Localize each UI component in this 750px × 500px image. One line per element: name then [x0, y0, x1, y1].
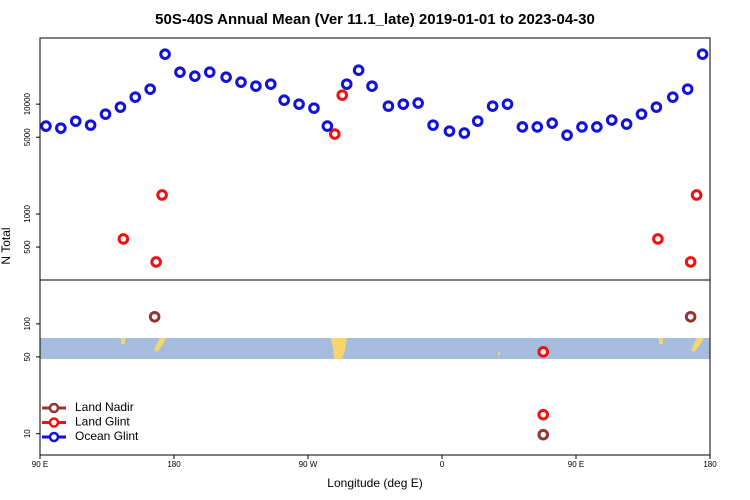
point — [114, 101, 127, 113]
point — [117, 233, 130, 245]
point — [537, 408, 550, 421]
x-tick-label: 0 — [440, 460, 445, 469]
point — [397, 98, 410, 110]
point — [203, 66, 216, 78]
point — [144, 83, 156, 95]
point — [329, 128, 341, 140]
point — [189, 70, 201, 82]
point — [340, 78, 353, 90]
y-tick-label: 5000 — [23, 128, 32, 146]
x-tick-label: 90 E — [568, 460, 584, 469]
point — [382, 100, 395, 112]
y-tick-label: 10 — [23, 429, 32, 438]
point — [531, 121, 544, 133]
point — [84, 119, 97, 131]
x-tick-label: 180 — [703, 460, 717, 469]
point — [652, 233, 664, 245]
point — [561, 129, 573, 141]
point — [650, 101, 663, 113]
point — [605, 114, 618, 126]
point — [684, 256, 697, 268]
y-tick-label: 1000 — [23, 205, 32, 223]
point — [352, 64, 365, 76]
point — [696, 48, 709, 60]
legend-marker — [48, 431, 60, 443]
point — [366, 80, 378, 92]
point — [471, 115, 484, 127]
point — [635, 108, 648, 120]
point — [174, 66, 186, 78]
point — [278, 94, 290, 107]
map-strip — [40, 338, 710, 359]
point — [264, 78, 277, 90]
point — [148, 310, 161, 323]
legend-label: Ocean Glint — [75, 429, 139, 443]
point — [427, 119, 439, 131]
y-tick-label: 10000 — [23, 92, 32, 115]
point — [576, 121, 588, 133]
point — [620, 118, 633, 130]
y-axis-label: N Total — [0, 227, 13, 264]
point — [129, 91, 142, 103]
legend-label: Land Glint — [75, 415, 130, 429]
point — [666, 91, 679, 103]
point — [150, 256, 162, 268]
point — [235, 76, 247, 88]
point — [443, 125, 456, 137]
y-tick-label: 100 — [23, 317, 32, 331]
point — [681, 83, 694, 95]
point — [220, 71, 232, 83]
legend-marker — [48, 402, 60, 414]
point — [537, 428, 550, 441]
point — [458, 127, 471, 139]
point — [293, 98, 305, 110]
x-tick-label: 90 E — [32, 460, 48, 469]
land-shapes — [121, 338, 704, 359]
point — [321, 120, 334, 132]
plot-frame — [39, 37, 711, 456]
point — [336, 89, 349, 101]
point — [690, 189, 703, 201]
point — [55, 122, 67, 134]
x-tick-label: 90 W — [299, 460, 318, 469]
point — [516, 121, 529, 133]
y-tick-label: 50 — [23, 352, 32, 361]
x-axis-label: Longitude (deg E) — [327, 476, 422, 490]
y-tick-label: 500 — [23, 240, 32, 254]
point — [591, 121, 603, 133]
x-tick-label: 180 — [167, 460, 181, 469]
point — [501, 98, 514, 110]
legend-marker — [48, 417, 60, 428]
legend-label: Land Nadir — [75, 400, 134, 414]
point — [156, 189, 168, 201]
point — [308, 102, 320, 114]
point — [99, 108, 112, 120]
point — [40, 120, 52, 132]
chart-title: 50S-40S Annual Mean (Ver 11.1_late) 2019… — [155, 11, 595, 28]
point — [69, 115, 82, 127]
point — [250, 80, 262, 92]
point — [412, 97, 424, 109]
point — [486, 100, 499, 112]
point — [684, 310, 697, 323]
point — [537, 346, 550, 358]
point — [159, 48, 171, 60]
point — [546, 117, 558, 129]
